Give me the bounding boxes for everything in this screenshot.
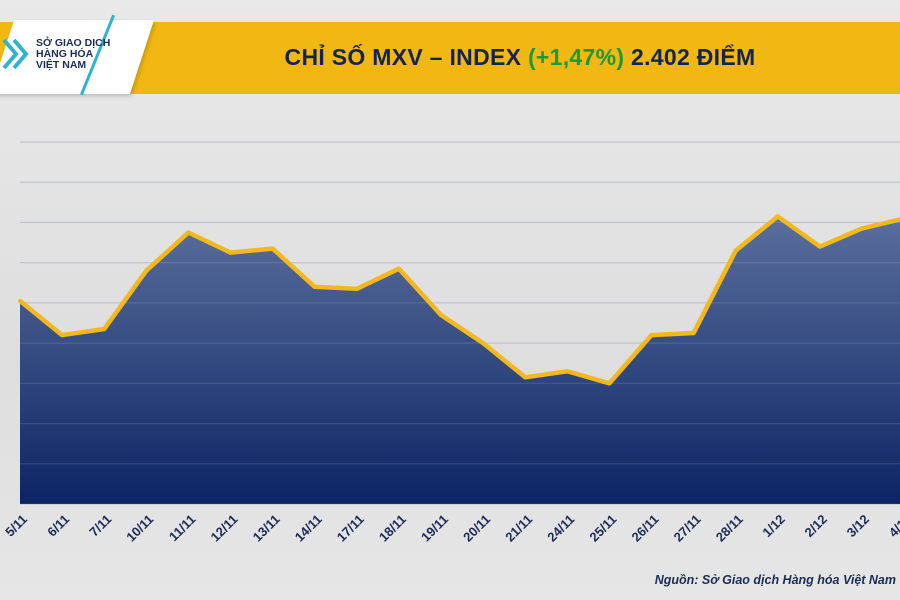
data-point <box>186 230 191 235</box>
data-point <box>18 298 22 303</box>
x-tick-label: 24/11 <box>544 512 577 545</box>
data-point <box>396 266 401 271</box>
x-tick-label: 27/11 <box>671 512 704 545</box>
x-tick-label: 20/11 <box>460 512 493 545</box>
x-tick-label: 11/11 <box>166 512 199 545</box>
title-banner <box>0 22 900 94</box>
x-tick-label: 17/11 <box>334 512 367 545</box>
x-tick-label: 3/12 <box>844 512 873 541</box>
data-point <box>733 248 738 253</box>
logo-line-2: HÀNG HÓA <box>36 48 94 60</box>
data-point <box>439 312 443 317</box>
data-point <box>144 268 149 273</box>
data-point <box>270 246 275 251</box>
x-tick-label: 26/11 <box>629 512 662 545</box>
data-point <box>817 244 822 249</box>
chart-title: CHỈ SỐ MXV – INDEX (+1,47%) 2.402 ĐIỂM <box>140 44 900 71</box>
data-point <box>565 369 570 374</box>
x-tick-label: 21/11 <box>502 512 535 545</box>
data-point <box>775 214 780 219</box>
data-point <box>102 327 107 332</box>
logo-line-1: SỞ GIAO DỊCH <box>36 37 111 49</box>
logo-text: SỞ GIAO DỊCH HÀNG HÓA VIỆT NAM <box>36 38 110 71</box>
data-point <box>481 341 486 346</box>
x-tick-label: 13/11 <box>250 512 283 545</box>
data-point <box>60 333 65 338</box>
x-tick-label: 6/11 <box>44 512 72 540</box>
title-change: (+1,47%) <box>527 44 625 70</box>
x-tick-label: 10/11 <box>123 512 156 545</box>
data-point <box>523 375 528 380</box>
data-point <box>312 284 317 289</box>
x-tick-label: 1/12 <box>759 512 788 541</box>
area-fill <box>20 216 900 504</box>
x-tick-label: 7/11 <box>86 512 114 540</box>
index-line <box>18 214 900 386</box>
x-tick-label: 19/11 <box>418 512 451 545</box>
source-note: Nguồn: Sở Giao dịch Hàng hóa Việt Nam <box>654 573 896 587</box>
data-point <box>649 333 654 338</box>
x-tick-label: 2/12 <box>802 512 831 541</box>
x-tick-label: 12/11 <box>208 512 241 545</box>
mxv-logo-icon <box>2 38 29 70</box>
data-point <box>860 226 864 231</box>
data-point <box>228 250 233 255</box>
x-tick-label: 28/11 <box>713 512 746 545</box>
x-tick-label: 5/11 <box>2 512 30 540</box>
x-tick-label: 18/11 <box>376 512 409 545</box>
x-tick-label: 25/11 <box>586 512 619 545</box>
logo-line-3: VIỆT NAM <box>36 59 87 71</box>
data-point <box>354 286 359 291</box>
x-tick-label: 14/11 <box>292 512 325 545</box>
x-tick-label: 4/12 <box>886 512 900 541</box>
data-point <box>607 381 612 386</box>
title-main: CHỈ SỐ MXV – INDEX <box>284 44 528 70</box>
title-value: 2.402 ĐIỂM <box>624 44 756 70</box>
data-point <box>691 331 696 336</box>
